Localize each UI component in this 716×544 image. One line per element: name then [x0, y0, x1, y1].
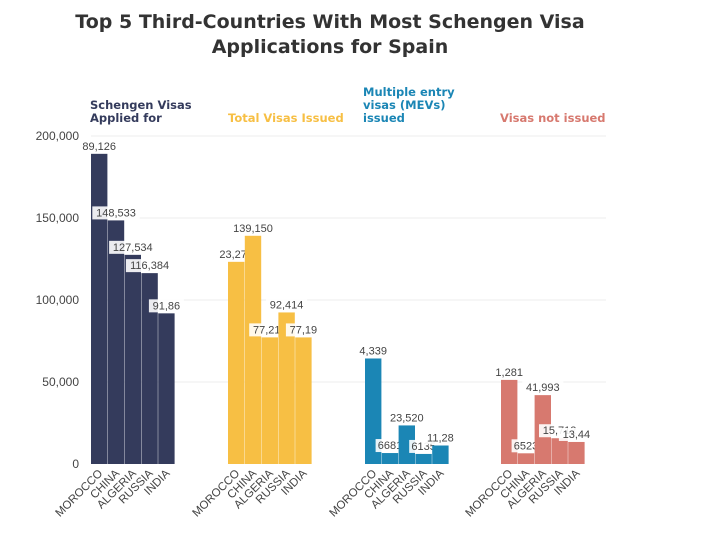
bar	[141, 273, 158, 464]
data-label: 77,210	[253, 324, 287, 336]
panel-title: visas (MEVs)	[363, 98, 445, 112]
data-label-bg	[375, 439, 405, 453]
bar	[124, 254, 141, 464]
data-label: 41,993	[526, 382, 560, 394]
bar	[365, 358, 382, 464]
data-label-bg	[229, 221, 277, 235]
y-tick-label: 150,000	[36, 211, 80, 225]
data-label-bg	[355, 344, 391, 358]
data-label: 91,86	[153, 300, 181, 312]
data-label-bg	[109, 240, 157, 254]
chart-title-line-2: Applications for Spain	[211, 36, 449, 58]
bar	[295, 337, 312, 464]
data-label: 23,520	[390, 412, 424, 424]
panel-title: Visas not issued	[500, 111, 606, 125]
data-label: 13,44	[563, 429, 591, 441]
bar	[398, 425, 415, 464]
panel-4: Visas not issued1,281MOROCCO6523CHINA41,…	[463, 111, 605, 519]
chart-title: Top 5 Third-Countries With Most Schengen…	[60, 10, 600, 60]
bar	[278, 312, 295, 464]
data-label-bg	[78, 139, 120, 153]
y-tick-label: 50,000	[42, 375, 79, 389]
panel-title: Applied for	[90, 111, 162, 125]
y-tick-label: 200,000	[36, 129, 80, 143]
chart-title-line-1: Top 5 Third-Countries With Most Schengen…	[75, 11, 585, 33]
data-label-bg	[125, 259, 174, 273]
data-label: 148,533	[96, 207, 136, 219]
bar	[107, 220, 125, 464]
data-label: 1,281	[495, 367, 523, 379]
panel-title: Total Visas Issued	[228, 111, 344, 125]
bar	[91, 153, 108, 464]
data-label: 6681	[378, 440, 402, 452]
panel-2: Total Visas Issued23,270MOROCCO139,150CH…	[190, 111, 343, 519]
bar	[158, 313, 175, 464]
bar	[551, 438, 568, 464]
bar	[244, 235, 262, 464]
bar	[261, 337, 278, 464]
panel-title: Schengen Visas	[90, 98, 192, 112]
data-label-bg	[148, 299, 184, 313]
panel-title: Multiple entry	[363, 85, 455, 99]
data-label-bg	[285, 323, 321, 337]
data-label: 4,339	[359, 345, 387, 357]
data-label-bg	[491, 365, 527, 379]
panel-title: issued	[363, 111, 405, 125]
data-label: 89,126	[82, 141, 116, 153]
data-label: 127,534	[113, 242, 153, 254]
data-label: 11,28	[427, 433, 454, 445]
data-label-bg	[522, 381, 564, 395]
data-label-bg	[386, 411, 428, 425]
data-label-bg	[558, 427, 594, 441]
data-label: 6523	[514, 440, 538, 452]
data-label: 92,414	[270, 299, 304, 311]
data-label-bg	[92, 206, 140, 220]
bar	[381, 453, 399, 464]
data-label-bg	[266, 298, 308, 312]
bar	[415, 453, 432, 464]
data-label: 77,19	[290, 324, 318, 336]
bar	[432, 445, 449, 464]
data-label: 139,150	[233, 223, 273, 235]
data-label: 23,270	[219, 249, 253, 261]
data-label-bg	[422, 431, 458, 445]
bar	[517, 453, 535, 464]
bar	[228, 261, 245, 464]
bar	[568, 441, 585, 464]
y-tick-label: 0	[72, 457, 79, 471]
data-label: 116,384	[130, 260, 169, 272]
data-label-bg	[511, 439, 541, 453]
y-tick-label: 100,000	[36, 293, 80, 307]
